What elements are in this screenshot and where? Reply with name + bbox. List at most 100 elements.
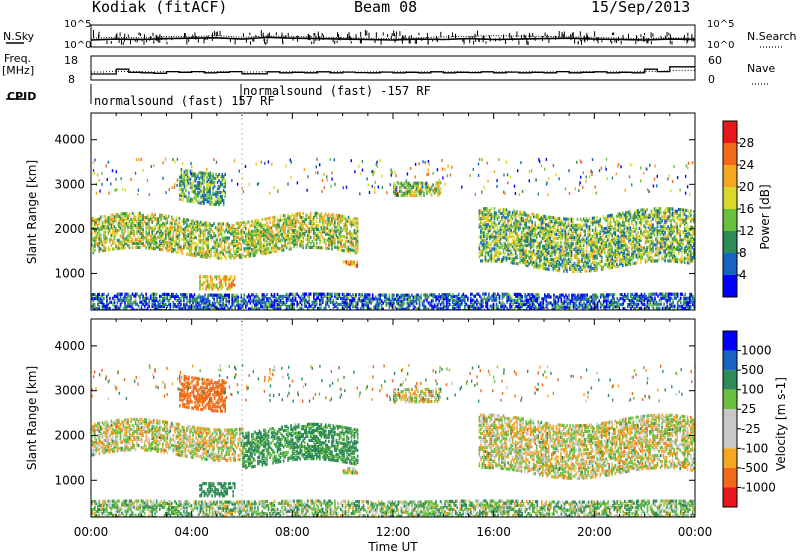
- echo-cell: [545, 217, 547, 221]
- echo-cell: [272, 216, 274, 220]
- echo-cell: [677, 213, 680, 218]
- echo-cell: [200, 201, 202, 205]
- echo-cell: [590, 265, 592, 269]
- echo-cell: [328, 218, 330, 222]
- echo-cell: [496, 243, 499, 247]
- echo-cell: [567, 233, 570, 237]
- echo-cell: [216, 190, 219, 195]
- echo-cell: [124, 306, 126, 310]
- echo-cell: [232, 228, 235, 232]
- echo-cell: [228, 254, 230, 258]
- echo-cell: [185, 184, 187, 188]
- echo-cell: [237, 253, 240, 257]
- echo-cell: [254, 221, 256, 225]
- echo-cell: [131, 241, 134, 245]
- echo-cell: [483, 217, 485, 221]
- echo-cell: [143, 244, 146, 248]
- echo-cell: [136, 245, 138, 249]
- echo-cell: [92, 218, 95, 222]
- echo-cell: [551, 252, 553, 256]
- echo-cell: [224, 172, 226, 177]
- echo-cell: [632, 245, 635, 249]
- echo-cell: [207, 245, 209, 249]
- echo-cell: [487, 251, 490, 255]
- echo-cell: [248, 254, 250, 258]
- echo-cell: [279, 226, 282, 230]
- echo-cell: [180, 247, 182, 251]
- echo-cell: [400, 189, 403, 193]
- echo-cell: [535, 213, 538, 217]
- echo-cell: [490, 221, 493, 225]
- echo-cell: [303, 233, 306, 238]
- echo-cell: [481, 245, 484, 249]
- echo-cell: [685, 216, 687, 220]
- echo-cell: [623, 249, 626, 253]
- echo-cell: [557, 218, 559, 222]
- echo-cell: [578, 223, 580, 227]
- echo-cell: [299, 228, 301, 232]
- echo-cell: [305, 229, 307, 234]
- echo-cell: [514, 243, 517, 247]
- echo-cell: [115, 294, 117, 298]
- echo-cell: [122, 222, 125, 226]
- echo-cell: [652, 249, 654, 253]
- echo-cell: [276, 247, 279, 251]
- echo-cell: [582, 241, 585, 245]
- echo-cell: [175, 242, 178, 246]
- echo-cell: [685, 214, 687, 218]
- echo-cell: [198, 252, 200, 256]
- echo-cell: [185, 188, 187, 192]
- echo-cell: [195, 192, 198, 196]
- echo-cell: [570, 263, 573, 267]
- nsearch-label: N.Search: [747, 30, 797, 43]
- echo-cell: [659, 225, 662, 229]
- echo-cell: [263, 229, 265, 233]
- echo-cell: [195, 230, 197, 234]
- echo-cell: [192, 241, 194, 245]
- echo-cell: [693, 226, 695, 230]
- echo-cell: [260, 226, 262, 230]
- echo-cell: [483, 245, 485, 249]
- echo-cell: [579, 259, 582, 263]
- echo-cell: [237, 249, 240, 253]
- echo-cell: [202, 223, 205, 227]
- echo-cell: [112, 231, 114, 235]
- echo-cell: [564, 223, 567, 227]
- echo-cell: [619, 222, 621, 226]
- echo-cell: [199, 287, 201, 291]
- echo-cell: [282, 222, 285, 226]
- echo-cell: [567, 237, 570, 241]
- echo-cell: [122, 232, 125, 236]
- echo-cell: [213, 240, 215, 244]
- echo-cell: [210, 235, 212, 240]
- echo-cell: [275, 249, 277, 253]
- echo-cell: [100, 233, 102, 237]
- echo-cell: [192, 172, 195, 176]
- echo-cell: [667, 237, 669, 241]
- echo-cell: [683, 250, 686, 254]
- echo-cell: [480, 209, 482, 213]
- echo-cell: [504, 242, 506, 246]
- echo-cell: [617, 254, 620, 258]
- echo-cell: [614, 221, 617, 225]
- echo-cell: [513, 241, 515, 245]
- echo-cell: [159, 227, 161, 231]
- echo-cell: [338, 232, 341, 236]
- echo-cell: [127, 238, 129, 242]
- echo-cell: [122, 298, 125, 302]
- echo-cell: [516, 254, 518, 258]
- echo-cell: [98, 245, 101, 249]
- echo-cell: [567, 229, 570, 233]
- echo-cell: [309, 225, 312, 229]
- echo-cell: [622, 239, 624, 243]
- echo-cell: [142, 244, 144, 248]
- echo-cell: [319, 240, 321, 244]
- echo-cell: [622, 243, 624, 247]
- echo-cell: [647, 235, 650, 239]
- echo-cell: [194, 184, 196, 188]
- echo-cell: [659, 221, 662, 225]
- echo-cell: [605, 218, 607, 222]
- echo-cell: [625, 217, 627, 221]
- echo-cell: [534, 261, 536, 265]
- echo-cell: [94, 242, 96, 246]
